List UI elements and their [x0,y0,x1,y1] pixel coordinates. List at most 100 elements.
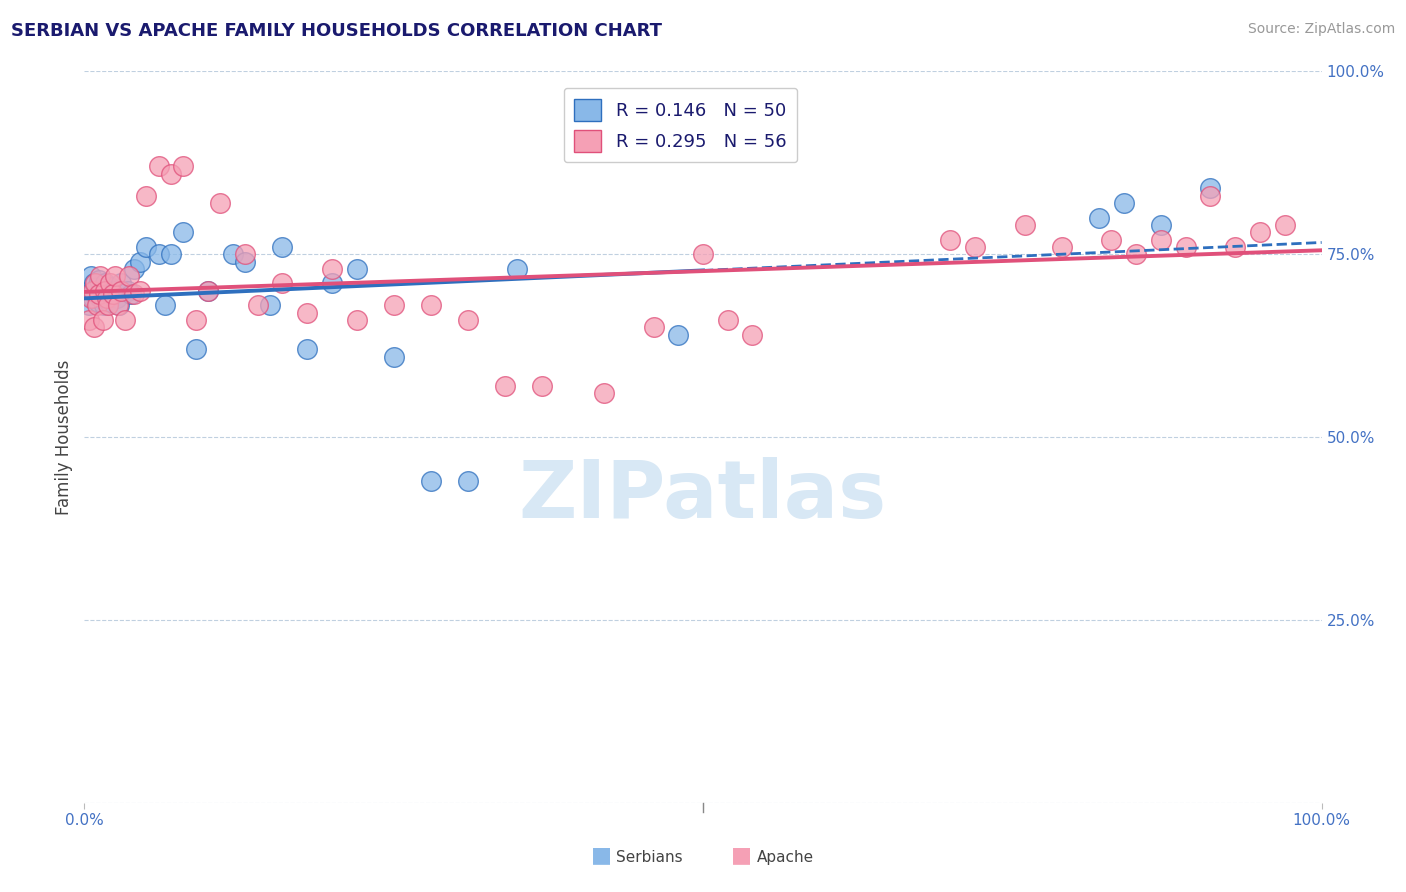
Point [97,298,120,312]
Point [1174,240,1197,254]
Point [172,160,194,174]
Point [120,287,142,301]
Point [94,284,117,298]
Point [79,269,101,284]
Point [160,167,183,181]
Point [346,261,368,276]
Point [79,313,101,327]
Point [209,196,232,211]
Point [1249,225,1271,239]
Point [692,247,714,261]
Point [89,273,111,287]
Point [259,298,281,312]
Point [98,294,121,309]
Point [93,298,115,312]
Legend: R = 0.146   N = 50, R = 0.295   N = 56: R = 0.146 N = 50, R = 0.295 N = 56 [564,87,797,162]
Text: Apache: Apache [756,850,814,865]
Point [83,277,105,291]
Point [96,287,118,301]
Point [117,284,139,298]
Point [419,298,441,312]
Point [1088,211,1111,225]
Point [80,284,103,298]
Text: ZIPatlas: ZIPatlas [519,457,887,534]
Point [419,474,441,488]
Point [1050,240,1073,254]
Point [184,313,207,327]
Point [86,280,108,294]
Point [110,284,132,298]
Point [233,247,256,261]
Point [148,160,170,174]
Text: Serbians: Serbians [616,850,682,865]
Point [939,233,962,247]
Point [86,298,108,312]
Point [160,247,183,261]
Point [457,313,479,327]
Point [1112,196,1135,211]
Point [741,327,763,342]
Point [97,284,120,298]
Point [105,291,128,305]
Point [531,379,554,393]
Point [1223,240,1246,254]
Point [122,261,145,276]
Y-axis label: Family Households: Family Households [55,359,73,515]
Point [643,320,665,334]
Point [717,313,740,327]
Point [118,269,141,284]
Point [271,277,294,291]
Point [103,284,125,298]
Point [321,261,343,276]
Point [295,306,318,320]
Point [129,284,152,298]
Point [100,287,122,301]
Point [1199,181,1222,195]
Point [98,280,121,294]
Point [1150,218,1173,232]
Point [89,291,111,305]
Point [79,291,101,305]
Point [114,313,136,327]
Point [321,277,343,291]
Point [506,261,529,276]
Point [1199,188,1222,202]
Point [83,320,105,334]
Point [153,298,176,312]
Point [346,313,368,327]
Point [135,188,157,202]
Point [98,277,121,291]
Point [104,269,127,284]
Point [79,298,101,312]
Point [82,291,104,305]
Text: ■: ■ [591,846,612,865]
Point [91,287,114,301]
Point [90,284,112,298]
Point [110,277,132,291]
Point [1099,233,1122,247]
Point [94,277,117,291]
Point [222,247,245,261]
Point [1274,218,1296,232]
Point [84,277,107,291]
Point [184,343,207,357]
Point [101,287,124,301]
Point [82,284,104,298]
Point [382,350,405,364]
Point [1150,233,1173,247]
Text: ■: ■ [731,846,752,865]
Point [122,287,145,301]
Point [965,240,987,254]
Point [89,287,111,301]
Point [172,225,194,239]
Point [148,247,170,261]
Point [295,343,318,357]
Point [108,298,131,312]
Point [233,254,256,268]
Point [494,379,516,393]
Point [87,294,110,309]
Point [129,254,152,268]
Point [135,240,157,254]
Point [271,240,294,254]
Point [246,298,269,312]
